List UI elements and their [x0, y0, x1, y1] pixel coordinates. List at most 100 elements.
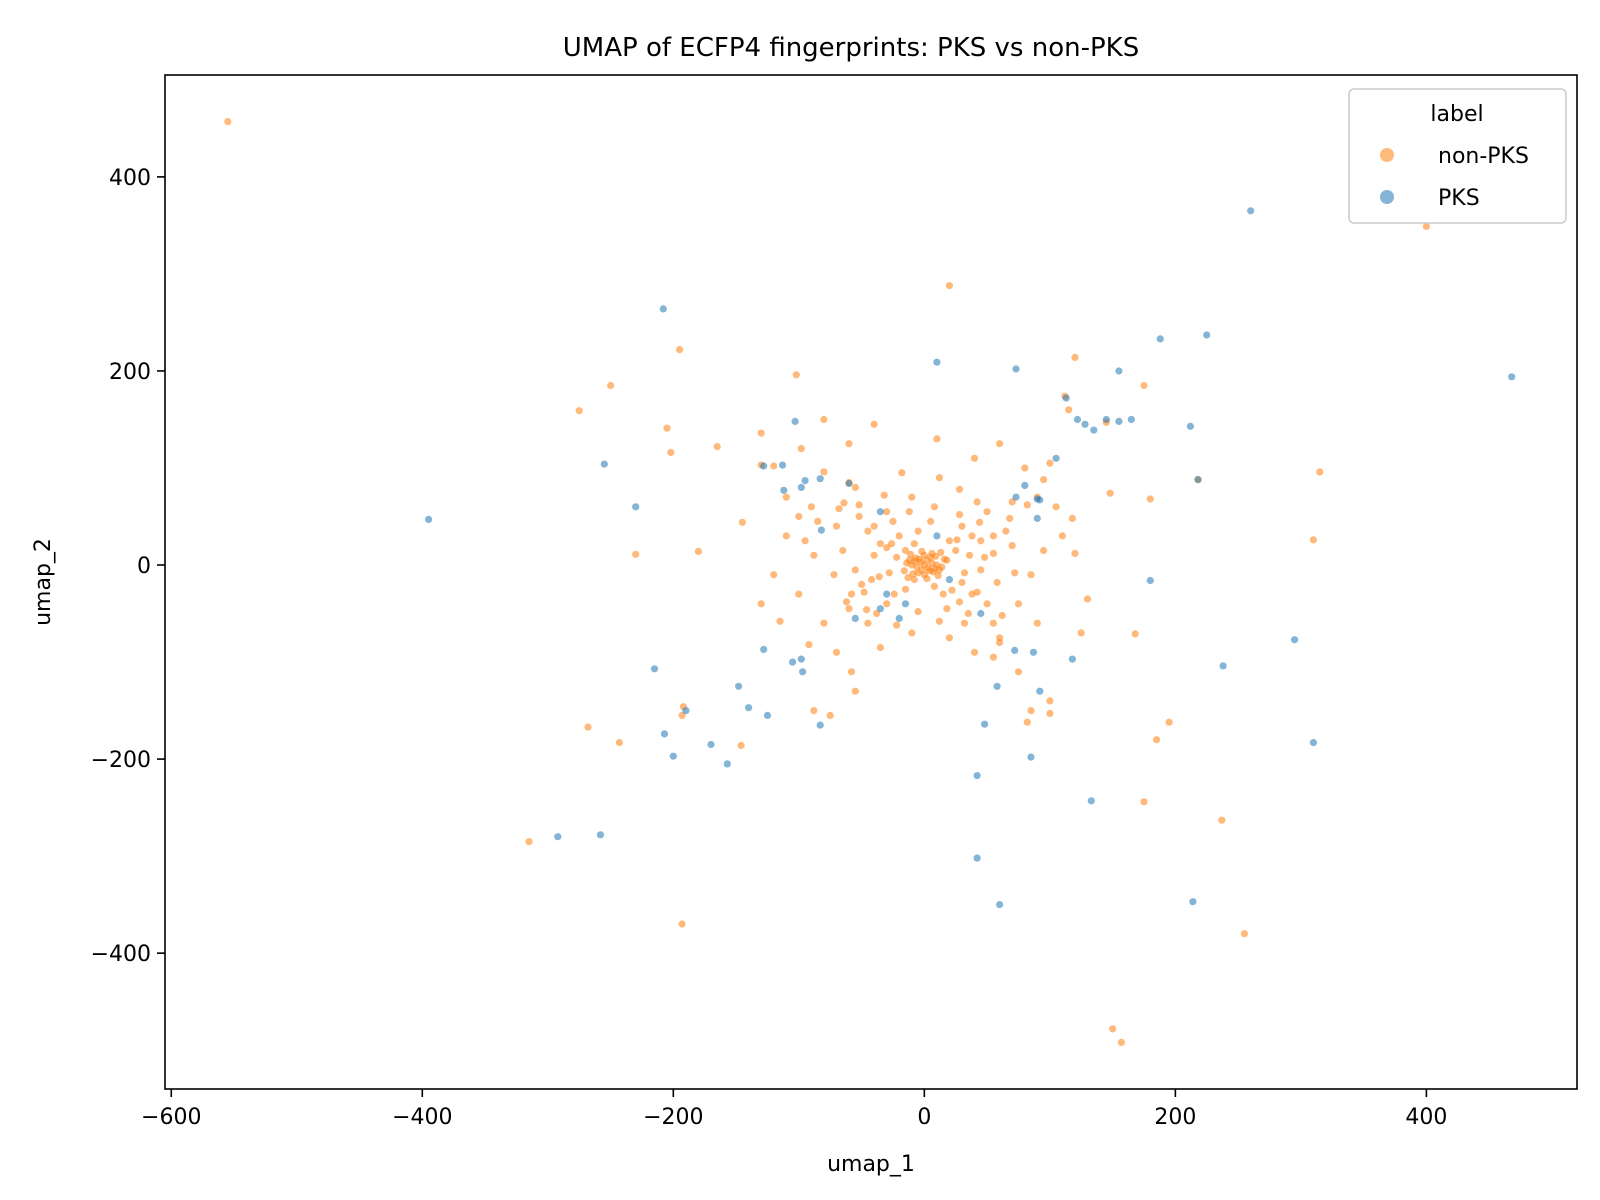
data-point	[998, 611, 1006, 620]
data-point	[1189, 898, 1197, 906]
data-point	[1109, 1025, 1117, 1033]
data-point	[885, 569, 893, 577]
data-point	[870, 522, 878, 530]
data-point	[883, 508, 891, 516]
data-point	[1023, 501, 1031, 509]
data-point	[663, 424, 671, 432]
data-point	[1152, 736, 1161, 744]
data-point	[937, 548, 945, 557]
x-tick-label: −200	[643, 1105, 703, 1130]
data-point	[864, 619, 872, 627]
data-point	[893, 553, 901, 561]
data-point	[1127, 415, 1135, 424]
data-point	[525, 838, 533, 846]
data-point	[864, 527, 872, 535]
data-point	[973, 772, 981, 780]
data-point	[973, 498, 981, 506]
data-point	[738, 518, 747, 526]
data-point	[660, 730, 669, 738]
data-point	[996, 440, 1004, 448]
legend-label-non-pks: non-PKS	[1438, 144, 1529, 169]
data-point	[908, 493, 916, 501]
x-tick-label: 400	[1405, 1105, 1447, 1130]
data-point	[1002, 527, 1010, 535]
data-point	[851, 566, 859, 574]
data-point	[883, 590, 891, 598]
chart-title: UMAP of ECFP4 fingerprints: PKS vs non-P…	[563, 33, 1139, 63]
legend: label non-PKS PKS	[1348, 88, 1567, 224]
legend-label-pks: PKS	[1438, 186, 1480, 211]
data-point	[906, 550, 915, 558]
data-point	[880, 491, 888, 499]
data-point	[908, 629, 916, 637]
data-point	[983, 508, 991, 516]
data-point	[799, 668, 807, 676]
data-point	[224, 118, 232, 126]
data-point	[735, 682, 743, 690]
data-point	[782, 532, 790, 540]
data-point	[1077, 629, 1085, 637]
data-point	[875, 573, 883, 581]
data-point	[792, 371, 800, 379]
series-non-pks	[224, 118, 1430, 1046]
data-point	[814, 517, 822, 526]
data-point	[745, 704, 753, 712]
data-point	[960, 619, 969, 627]
data-point	[958, 578, 966, 587]
data-point	[1006, 514, 1014, 523]
data-point	[801, 537, 809, 545]
data-point	[1008, 542, 1016, 550]
data-point	[895, 614, 903, 623]
data-point	[723, 760, 731, 768]
data-point	[989, 549, 998, 558]
data-point	[909, 570, 917, 578]
data-point	[776, 617, 784, 625]
data-point	[1071, 353, 1079, 361]
data-point	[1146, 576, 1154, 585]
x-axis: −600 −400 −200 0 200 400	[141, 1089, 1447, 1130]
data-point	[1247, 207, 1255, 215]
data-point	[901, 546, 910, 555]
data-point	[1036, 687, 1044, 695]
data-point	[632, 503, 640, 511]
data-point	[1040, 476, 1048, 484]
data-point	[953, 536, 961, 544]
data-point	[933, 435, 941, 443]
data-point	[1240, 930, 1248, 938]
data-point	[860, 588, 868, 596]
data-point	[914, 608, 922, 616]
legend-title: label	[1430, 102, 1483, 127]
data-point	[1012, 365, 1020, 373]
data-point	[1046, 697, 1054, 705]
data-point	[1291, 636, 1299, 644]
data-point	[1014, 668, 1023, 676]
data-point	[1021, 481, 1029, 490]
data-point	[1106, 489, 1114, 497]
data-point	[805, 641, 813, 649]
data-point	[920, 561, 928, 569]
data-point	[940, 555, 949, 563]
data-point	[816, 721, 824, 729]
data-point	[1058, 532, 1066, 540]
data-point	[1068, 514, 1076, 523]
data-point	[770, 462, 778, 470]
data-point	[958, 522, 966, 530]
data-point	[789, 658, 797, 666]
data-point	[977, 537, 985, 545]
data-point	[840, 499, 848, 507]
data-point	[1087, 797, 1095, 805]
x-tick-label: −600	[141, 1105, 201, 1130]
data-point	[797, 445, 805, 453]
data-point	[855, 512, 863, 521]
data-point	[1027, 707, 1035, 715]
data-point	[1008, 498, 1016, 506]
y-tick-label: −400	[91, 942, 151, 967]
data-point	[669, 752, 677, 760]
data-point	[1014, 600, 1023, 608]
data-point	[968, 532, 976, 540]
data-point	[934, 572, 942, 580]
data-point	[923, 575, 931, 583]
data-point	[890, 590, 898, 598]
